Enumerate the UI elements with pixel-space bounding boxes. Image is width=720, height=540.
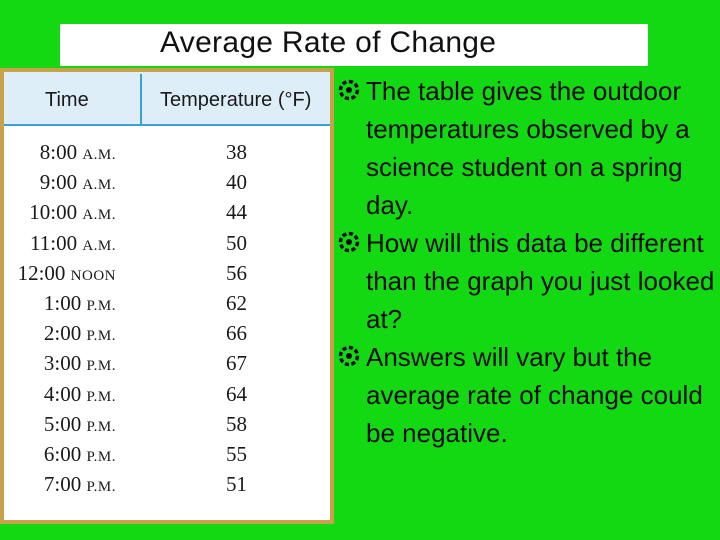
time-value: 11:00 <box>30 230 78 255</box>
period-label: P.M. <box>86 388 116 405</box>
temperature-cell: 58 <box>226 411 247 436</box>
table-row: 10:00 A.M. 44 <box>0 198 334 228</box>
temperature-cell: 50 <box>226 230 247 255</box>
period-label: P.M. <box>86 328 116 345</box>
table-row: 5:00 P.M. 58 <box>0 410 334 440</box>
period-label: A.M. <box>82 177 116 194</box>
bullet-item: Answers will vary but the average rate o… <box>338 338 718 452</box>
table-row: 4:00 P.M. 64 <box>0 380 334 410</box>
time-value: 7:00 <box>43 472 82 497</box>
time-value: 1:00 <box>43 290 82 315</box>
time-cell: 10:00 A.M. <box>29 200 116 225</box>
bullet-list: The table gives the outdoor temperatures… <box>338 72 718 452</box>
ring-bullet-icon <box>338 79 360 101</box>
time-cell: 5:00 P.M. <box>44 412 116 437</box>
table-row: 12:00 NOON 56 <box>0 259 334 289</box>
temperature-cell: 40 <box>226 170 247 195</box>
header-temperature: Temperature (°F) <box>160 89 312 111</box>
time-value: 10:00 <box>29 200 78 225</box>
period-label: P.M. <box>86 448 116 465</box>
title-bar <box>60 24 648 66</box>
time-cell: 6:00 P.M. <box>44 442 116 467</box>
time-cell: 7:00 P.M. <box>44 472 116 497</box>
temperature-cell: 56 <box>226 260 247 285</box>
ring-bullet-icon <box>338 231 360 253</box>
time-cell: 8:00 A.M. <box>40 140 116 165</box>
time-value: 5:00 <box>43 411 82 436</box>
period-label: P.M. <box>86 479 116 496</box>
table-row: 1:00 P.M. 62 <box>0 289 334 319</box>
period-label: A.M. <box>82 147 116 163</box>
time-cell: 1:00 P.M. <box>44 291 116 316</box>
time-cell: 4:00 P.M. <box>44 382 116 407</box>
temperature-cell: 51 <box>226 472 247 497</box>
temperature-cell: 55 <box>226 441 247 466</box>
bullet-text: The table gives the outdoor temperatures… <box>366 76 690 220</box>
header-time: Time <box>45 89 89 111</box>
time-cell: 11:00 A.M. <box>30 231 116 256</box>
time-value: 12:00 <box>17 260 66 285</box>
table-row: 8:00 A.M. 38 <box>0 138 334 168</box>
table-row: 2:00 P.M. 66 <box>0 319 334 349</box>
time-cell: 2:00 P.M. <box>44 321 116 346</box>
time-cell: 12:00 NOON <box>18 261 116 286</box>
time-cell: 3:00 P.M. <box>44 351 116 376</box>
period-label: A.M. <box>82 207 116 224</box>
table-row: 9:00 A.M. 40 <box>0 168 334 198</box>
time-value: 3:00 <box>43 351 82 376</box>
bullet-item: The table gives the outdoor temperatures… <box>338 72 718 224</box>
bullet-item: How will this data be different than the… <box>338 224 718 338</box>
time-value: 9:00 <box>39 170 78 195</box>
bullet-text: How will this data be different than the… <box>366 228 715 334</box>
time-value: 8:00 <box>39 140 78 164</box>
temperature-cell: 67 <box>226 351 247 376</box>
table-row: 7:00 P.M. 51 <box>0 470 334 500</box>
table-row: 3:00 P.M. 67 <box>0 349 334 379</box>
header-rule <box>4 124 330 126</box>
temperature-cell: 38 <box>226 140 247 164</box>
table-body <box>4 72 330 520</box>
ring-bullet-icon <box>338 345 360 367</box>
header-column-divider <box>140 74 142 124</box>
time-value: 4:00 <box>43 381 82 406</box>
bullet-text: Answers will vary but the average rate o… <box>366 342 703 448</box>
temperature-cell: 62 <box>226 290 247 315</box>
table-rows: 8:00 A.M. 38 9:00 A.M. 40 10:00 A.M. 44 11:00 … <box>0 138 334 500</box>
table-row: 11:00 A.M. 50 <box>0 229 334 259</box>
period-label: NOON <box>70 267 116 284</box>
temperature-cell: 64 <box>226 381 247 406</box>
temperature-cell: 66 <box>226 321 247 346</box>
time-value: 6:00 <box>43 441 82 466</box>
time-value: 2:00 <box>43 321 82 346</box>
period-label: P.M. <box>86 418 116 435</box>
table-header <box>4 72 330 124</box>
table-row: 6:00 P.M. 55 <box>0 440 334 470</box>
slide-title: Average Rate of Change <box>160 26 497 59</box>
period-label: P.M. <box>86 297 116 314</box>
period-label: A.M. <box>82 237 116 254</box>
temperature-cell: 44 <box>226 200 247 225</box>
period-label: P.M. <box>86 358 116 375</box>
time-cell: 9:00 A.M. <box>40 170 116 195</box>
